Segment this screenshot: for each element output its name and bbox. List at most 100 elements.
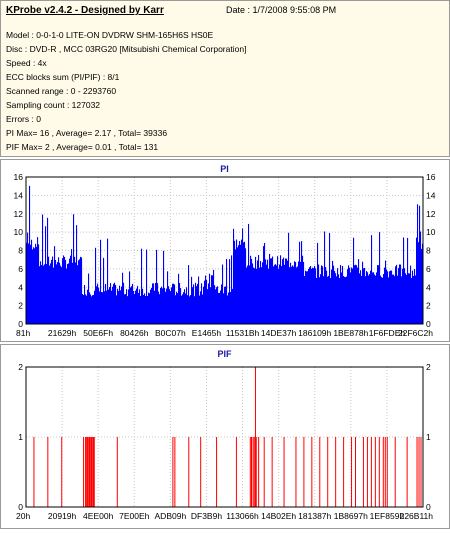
- pi-bar: [305, 270, 307, 324]
- pi-bar: [126, 289, 128, 324]
- pi-bar: [390, 270, 392, 324]
- pi-bar: [51, 259, 53, 324]
- pi-bar: [149, 293, 151, 324]
- pi-bar: [208, 283, 210, 324]
- pi-bar: [82, 294, 84, 324]
- chart-title: PI: [220, 164, 229, 174]
- y-tick-label-left: 1: [18, 432, 23, 442]
- pi-bar: [233, 228, 235, 324]
- pi-bar: [177, 293, 179, 324]
- pi-bar: [141, 248, 143, 324]
- pi-bar: [64, 257, 66, 324]
- pi-bar: [374, 274, 376, 324]
- pi-bar: [397, 275, 399, 324]
- pi-bar: [29, 185, 31, 324]
- ecc-line: ECC blocks sum (PI/PIF) : 8/1: [6, 72, 120, 82]
- pi-bar: [127, 296, 129, 324]
- x-tick-label: 186109h: [298, 328, 331, 338]
- pi-bar: [46, 264, 48, 324]
- pi-bar: [69, 258, 71, 324]
- pi-bar: [292, 265, 294, 324]
- pi-bar: [138, 292, 140, 324]
- pi-bar: [235, 249, 237, 324]
- pi-bar: [265, 259, 267, 324]
- pi-bar: [182, 294, 184, 324]
- pi-bar: [357, 267, 359, 324]
- pi-bar: [250, 255, 252, 324]
- pi-bar: [30, 244, 32, 324]
- pi-bar: [383, 274, 385, 324]
- pi-bar: [217, 286, 219, 324]
- pi-bar: [415, 275, 417, 324]
- pi-bar: [387, 271, 389, 324]
- pi-bar: [102, 292, 104, 324]
- pi-bar: [288, 232, 290, 324]
- pi-bar: [418, 242, 420, 324]
- pi-bar: [49, 265, 51, 324]
- pi-bar: [117, 288, 119, 324]
- pi-bar: [77, 265, 79, 324]
- pi-bar: [58, 257, 60, 324]
- y-tick-label-left: 14: [14, 190, 24, 200]
- pi-bar: [242, 228, 244, 324]
- pi-bar: [257, 260, 259, 324]
- pi-bar: [251, 258, 253, 324]
- pi-bar: [401, 276, 403, 324]
- pi-bar: [133, 290, 135, 324]
- pi-bar: [375, 275, 377, 324]
- pi-bar: [211, 275, 213, 324]
- pi-bar: [97, 283, 99, 324]
- pi-bar: [307, 271, 309, 324]
- pi-bar: [44, 264, 46, 324]
- pi-bar: [282, 259, 284, 324]
- pi-bar: [121, 286, 123, 324]
- pi-bar: [410, 265, 412, 324]
- pi-bar: [135, 290, 137, 324]
- pi-bar: [316, 277, 318, 324]
- x-tick-label: 11531Bh: [226, 328, 260, 338]
- y-tick-label-left: 0: [18, 319, 23, 329]
- pi-bar: [195, 282, 197, 324]
- pi-bar: [403, 237, 405, 324]
- pi-bar: [409, 273, 411, 324]
- pi-bar: [321, 265, 323, 324]
- pi-bar: [336, 276, 338, 324]
- y-tick-label-right: 0: [426, 502, 431, 512]
- pi-bar: [40, 261, 42, 324]
- pi-bar: [353, 237, 355, 324]
- pi-bar: [304, 276, 306, 324]
- pi-bar: [381, 277, 383, 324]
- pi-bar: [81, 257, 83, 324]
- pi-bar: [214, 285, 216, 324]
- y-tick-label-right: 16: [426, 172, 436, 182]
- pi-bar: [79, 259, 81, 324]
- pi-bar: [189, 296, 191, 324]
- pi-bar: [379, 232, 381, 324]
- pi-bar: [227, 295, 229, 324]
- pi-bar: [222, 264, 224, 324]
- pi-bar: [94, 290, 96, 324]
- pif-chart: PIF 0 0 1 1 2 2 20h 20919h 4EE00h 7E00Eh ADB09h DF3B…: [16, 349, 433, 521]
- pi-bar: [382, 277, 384, 324]
- pi-bar: [123, 282, 125, 324]
- y-tick-label-left: 2: [18, 362, 23, 372]
- pi-bar: [196, 286, 198, 324]
- pi-bar: [142, 288, 144, 324]
- pi-bar: [286, 258, 288, 324]
- pi-bar: [85, 294, 87, 324]
- pi-bar: [192, 287, 194, 324]
- pi-bar: [171, 287, 173, 324]
- pi-bar: [70, 255, 72, 324]
- pi-bar: [68, 263, 70, 324]
- y-tick-label-left: 0: [18, 502, 23, 512]
- x-tick-label: 22F6C2h: [398, 328, 433, 338]
- pi-bar: [341, 272, 343, 324]
- pif-chart-panel: PIF 0 0 1 1 2 2 20h 20919h 4EE00h 7E00Eh ADB09h DF3B…: [0, 344, 450, 529]
- x-tick-label: B0C07h: [155, 328, 186, 338]
- pi-bar: [170, 291, 172, 324]
- pi-bar: [100, 239, 102, 324]
- pi-bar: [98, 287, 100, 324]
- pi-bar: [344, 276, 346, 324]
- pi-bar: [254, 268, 256, 324]
- pi-bar: [175, 295, 177, 324]
